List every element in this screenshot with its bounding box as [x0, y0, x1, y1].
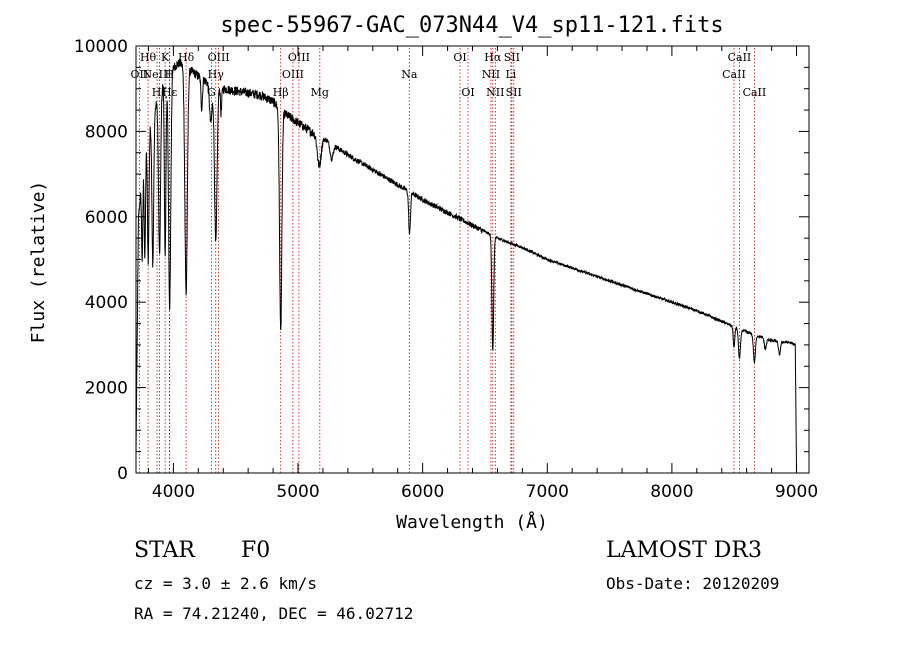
- line-marker-label: OI: [453, 51, 466, 64]
- line-marker-label: Mg: [311, 86, 329, 99]
- line-marker-label: Na: [401, 68, 418, 81]
- redshift-info: cz = 3.0 ± 2.6 km/s: [134, 574, 318, 593]
- x-tick-label: 6000: [401, 482, 444, 502]
- line-marker-label: NII: [486, 86, 504, 99]
- x-tick-label: 7000: [526, 482, 569, 502]
- line-marker-label: Hβ: [273, 86, 289, 99]
- y-tick-label: 0: [117, 464, 128, 484]
- spectrum-chart: spec-55967-GAC_073N44_V4_sp11-121.fits O…: [28, 13, 818, 533]
- survey-name: LAMOST DR3: [606, 538, 762, 563]
- line-marker-label: CaII: [728, 51, 752, 64]
- line-marker-label: OII: [131, 68, 149, 81]
- y-tick-label: 2000: [85, 379, 128, 399]
- line-marker-label: NeIII: [142, 68, 171, 81]
- plot-frame: [135, 45, 810, 474]
- y-tick-label: 4000: [85, 293, 128, 313]
- spectral-subclass: F0: [241, 538, 271, 563]
- x-tick-label: 4000: [152, 482, 195, 502]
- line-marker-label: G: [207, 86, 216, 99]
- line-marker-label: OIII: [208, 51, 230, 64]
- plot-area: [135, 58, 797, 474]
- line-marker-label: Hγ: [208, 68, 225, 81]
- x-tick-label: 5000: [276, 482, 319, 502]
- line-marker-label: Hε: [162, 86, 178, 99]
- coordinates-info: RA = 74.21240, DEC = 46.02712: [134, 604, 414, 623]
- line-marker-label: SII: [504, 51, 520, 64]
- line-marker-label: OI: [461, 86, 474, 99]
- x-tick-label: 9000: [775, 482, 818, 502]
- y-axis-label: Flux (relative): [28, 181, 49, 344]
- spectrum-line: [135, 58, 797, 474]
- y-tick-label: 6000: [85, 208, 128, 228]
- x-axis-label: Wavelength (Å): [396, 511, 548, 533]
- line-marker-label: Hα: [484, 51, 502, 64]
- line-marker-label: OIII: [282, 68, 304, 81]
- line-marker-label: H: [165, 68, 175, 81]
- y-tick-label: 10000: [74, 37, 128, 57]
- x-axis-ticks: 4000 5000 6000 7000 8000 9000: [147, 46, 818, 502]
- line-marker-label: Hθ: [140, 51, 157, 64]
- y-tick-label: 8000: [85, 122, 128, 142]
- line-marker-label: NII: [482, 68, 500, 81]
- line-marker-label: Hδ: [178, 51, 195, 64]
- object-class: STAR: [134, 538, 195, 563]
- chart-title: spec-55967-GAC_073N44_V4_sp11-121.fits: [220, 13, 723, 38]
- line-marker-label: K: [161, 51, 170, 64]
- observation-date: Obs-Date: 20120209: [606, 574, 780, 593]
- line-marker-label: OIII: [288, 51, 310, 64]
- line-marker-label: SII: [506, 86, 522, 99]
- y-axis-ticks: 0 2000 4000 6000 8000 10000: [74, 37, 809, 484]
- line-marker-label: Li: [505, 68, 516, 81]
- line-marker-label: CaII: [743, 86, 767, 99]
- x-tick-label: 8000: [650, 482, 693, 502]
- line-marker-label: CaII: [722, 68, 746, 81]
- line-markers: OIIHθNeIIIHζKHHεHδGHγOIIIHβOIIIOIIIMgNaO…: [131, 48, 767, 473]
